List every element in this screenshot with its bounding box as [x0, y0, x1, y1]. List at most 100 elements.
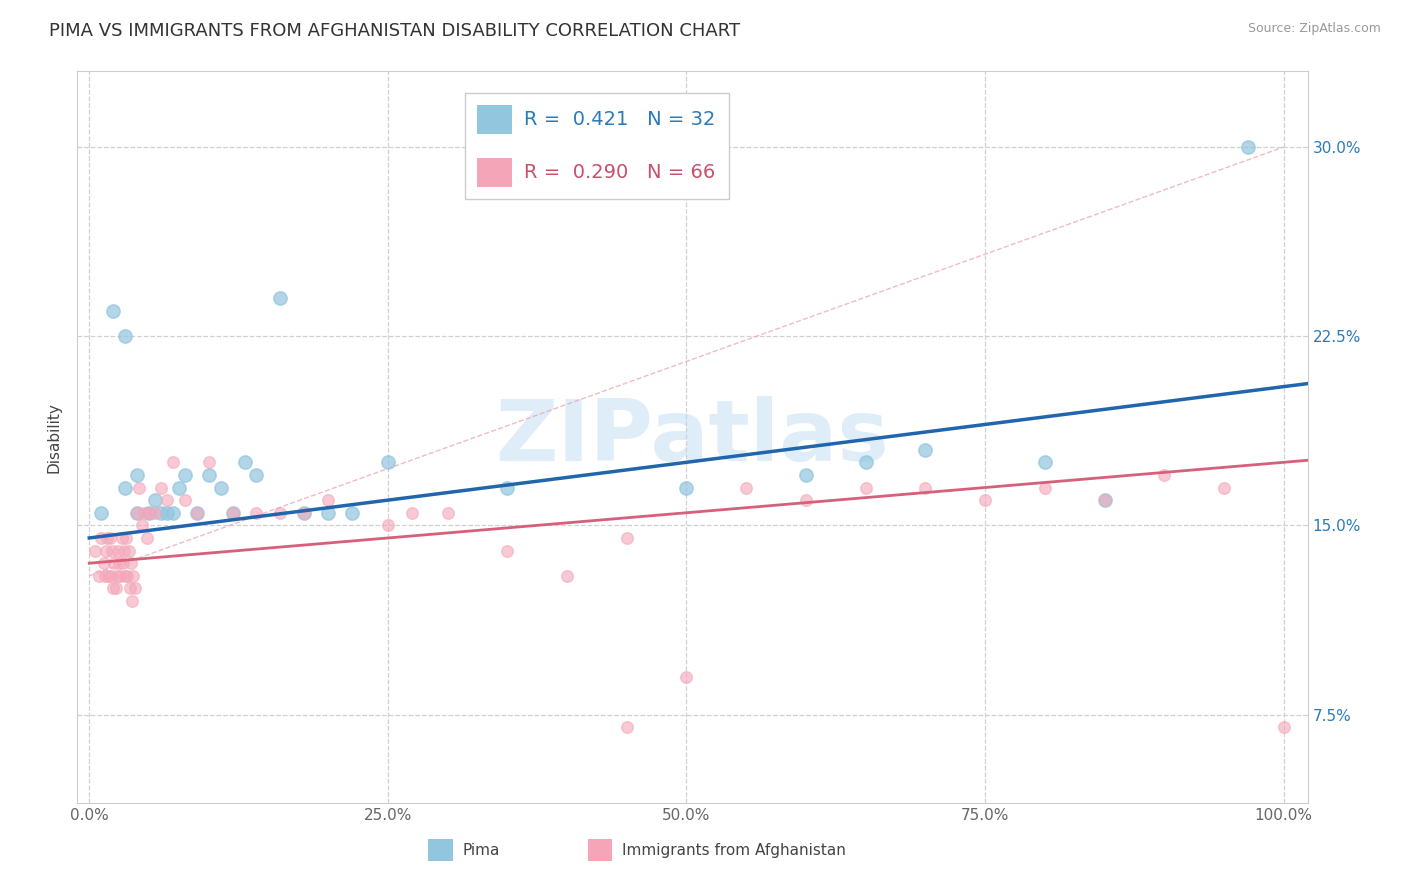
Point — [84, 543, 107, 558]
Point — [269, 291, 291, 305]
Point — [114, 329, 136, 343]
Point — [173, 467, 195, 482]
Point — [245, 506, 267, 520]
Point — [616, 531, 638, 545]
Point — [794, 467, 817, 482]
Text: ZIPatlas: ZIPatlas — [495, 395, 890, 479]
Point — [97, 569, 120, 583]
Point — [616, 720, 638, 734]
Point — [105, 569, 128, 583]
Point — [167, 481, 190, 495]
Point — [340, 506, 363, 520]
FancyBboxPatch shape — [465, 94, 730, 200]
Point — [118, 582, 141, 596]
Point — [143, 493, 166, 508]
Point — [115, 531, 138, 545]
Point — [794, 493, 817, 508]
Point — [675, 481, 697, 495]
Point — [197, 467, 219, 482]
Point — [245, 467, 267, 482]
Text: Source: ZipAtlas.com: Source: ZipAtlas.com — [1247, 22, 1381, 36]
Point — [94, 543, 117, 558]
Point — [114, 481, 136, 495]
Point — [173, 493, 195, 508]
Point — [98, 531, 121, 545]
Point — [914, 442, 936, 457]
Point — [125, 506, 148, 520]
Point — [108, 556, 131, 570]
Point — [162, 455, 184, 469]
Point — [555, 569, 578, 583]
Point — [101, 304, 124, 318]
Point — [93, 556, 115, 570]
Point — [377, 518, 399, 533]
Point — [221, 506, 243, 520]
Point — [186, 506, 208, 520]
Point — [316, 506, 339, 520]
Point — [1237, 140, 1260, 154]
Text: R =  0.290   N = 66: R = 0.290 N = 66 — [524, 163, 716, 182]
Point — [855, 481, 877, 495]
Point — [121, 594, 143, 608]
Point — [110, 531, 132, 545]
Point — [233, 455, 256, 469]
Point — [128, 481, 150, 495]
Point — [269, 506, 291, 520]
Point — [117, 569, 139, 583]
Y-axis label: Disability: Disability — [46, 401, 62, 473]
Point — [156, 493, 179, 508]
Point — [118, 543, 141, 558]
Point — [124, 582, 146, 596]
Point — [735, 481, 758, 495]
Point — [107, 543, 129, 558]
Point — [162, 506, 184, 520]
Point — [143, 506, 166, 520]
Point — [1033, 481, 1056, 495]
Point — [1272, 720, 1295, 734]
Bar — [477, 158, 512, 187]
Point — [87, 569, 110, 583]
Bar — [477, 105, 512, 135]
Bar — [588, 839, 613, 862]
Point — [1094, 493, 1116, 508]
Point — [138, 506, 160, 520]
Point — [855, 455, 877, 469]
Point — [103, 556, 125, 570]
Point — [675, 670, 697, 684]
Point — [120, 556, 142, 570]
Point — [96, 531, 118, 545]
Point — [149, 506, 172, 520]
Point — [125, 467, 148, 482]
Point — [114, 569, 136, 583]
Point — [135, 531, 157, 545]
Point — [496, 543, 519, 558]
Point — [110, 569, 132, 583]
Point — [131, 518, 153, 533]
Point — [401, 506, 423, 520]
Point — [197, 455, 219, 469]
Point — [316, 493, 339, 508]
Point — [1213, 481, 1236, 495]
Point — [101, 582, 124, 596]
Point — [974, 493, 997, 508]
Point — [125, 506, 148, 520]
Point — [221, 506, 243, 520]
Text: R =  0.421   N = 32: R = 0.421 N = 32 — [524, 111, 716, 129]
Point — [104, 582, 127, 596]
Point — [377, 455, 399, 469]
Point — [209, 481, 232, 495]
Text: Immigrants from Afghanistan: Immigrants from Afghanistan — [623, 843, 846, 858]
Point — [292, 506, 315, 520]
Text: PIMA VS IMMIGRANTS FROM AFGHANISTAN DISABILITY CORRELATION CHART: PIMA VS IMMIGRANTS FROM AFGHANISTAN DISA… — [49, 22, 741, 40]
Point — [101, 543, 124, 558]
Point — [94, 569, 117, 583]
Point — [1033, 455, 1056, 469]
Point — [186, 506, 208, 520]
Point — [436, 506, 458, 520]
Point — [111, 556, 134, 570]
Point — [496, 481, 519, 495]
Point — [122, 569, 145, 583]
Text: Pima: Pima — [463, 843, 499, 858]
Point — [149, 481, 172, 495]
Point — [1153, 467, 1175, 482]
